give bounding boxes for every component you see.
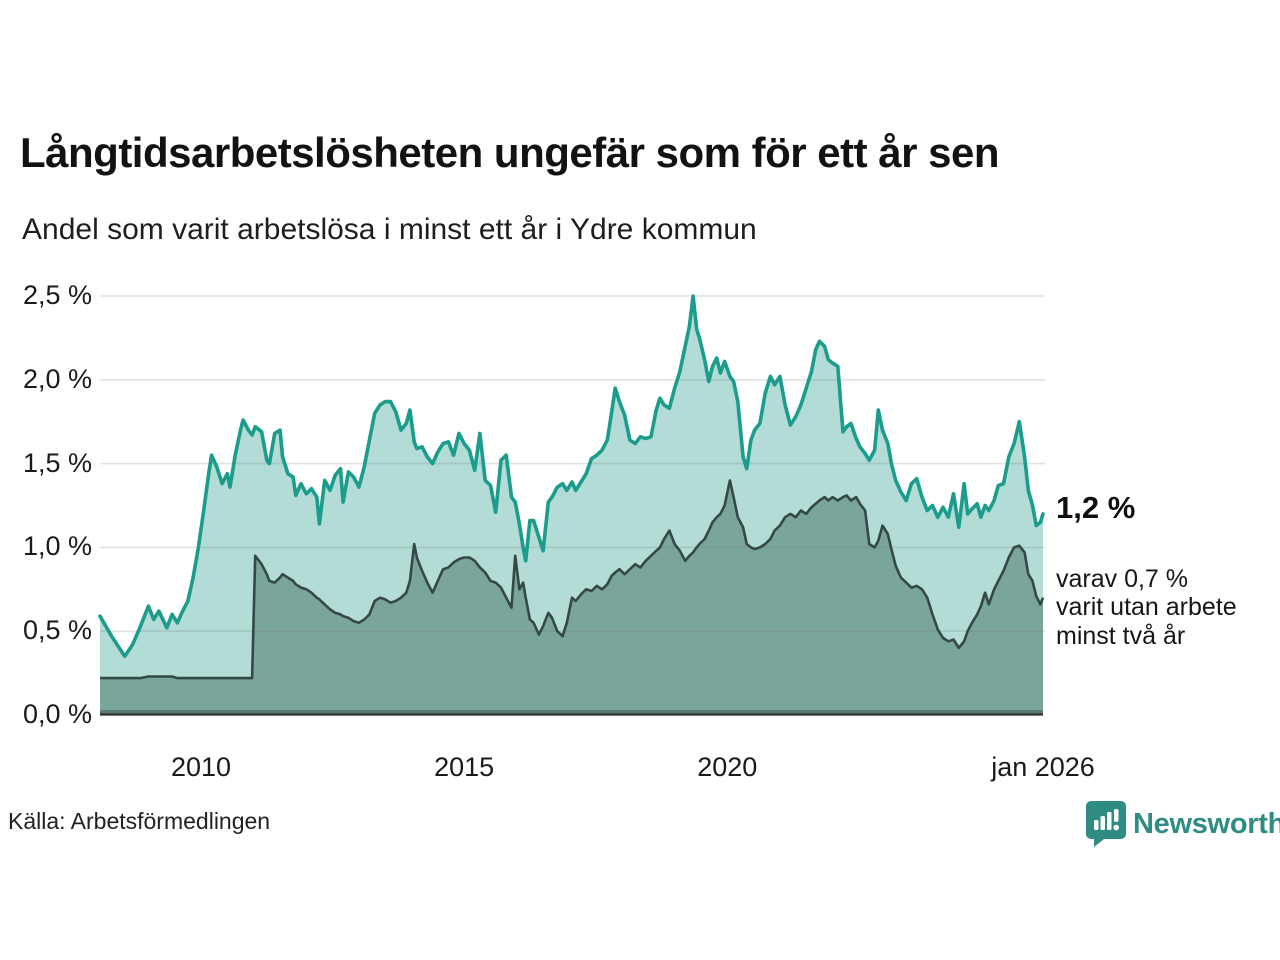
latest-value-annotation: 1,2 % [1056, 490, 1136, 525]
chart-title: Långtidsarbetslösheten ungefär som för e… [20, 129, 1000, 176]
line-one-year [98, 294, 1045, 659]
y-tick-label: 1,0 % [22, 531, 92, 562]
y-tick-label: 0,5 % [22, 615, 92, 646]
y-tick-label: 0,0 % [22, 699, 92, 729]
newsworthy-logo: Newsworthy [1086, 801, 1280, 847]
y-tick-label: 2,0 % [22, 363, 92, 394]
area-two-year [100, 480, 1043, 715]
y-tick-label: 1,5 % [22, 447, 92, 478]
chart-subtitle: Andel som varit arbetslösa i minst ett å… [22, 213, 757, 246]
brand-name: Newsworthy [1133, 807, 1280, 840]
plot-area: 2,5 % 2,0 % 1,5 % 1,0 % 0,5 % 0,0 % 2010 2015 2… [0, 270, 1280, 790]
x-tick-label: 2010 [170, 752, 232, 782]
line-two-year [100, 479, 1045, 680]
y-tick-label: 2,5 % [22, 280, 92, 310]
x-tick-label: 2015 [434, 752, 495, 782]
x-tick-label: jan 2026 [991, 752, 1095, 782]
source-note: Källa: Arbetsförmedlingen [8, 808, 271, 834]
x-tick-label: 2020 [697, 752, 758, 782]
area-chart [98, 294, 1045, 716]
two-year-annotation: varav 0,7 % varit utan arbete minst två … [1056, 565, 1237, 650]
newsworthy-bubble-icon [1086, 801, 1126, 847]
